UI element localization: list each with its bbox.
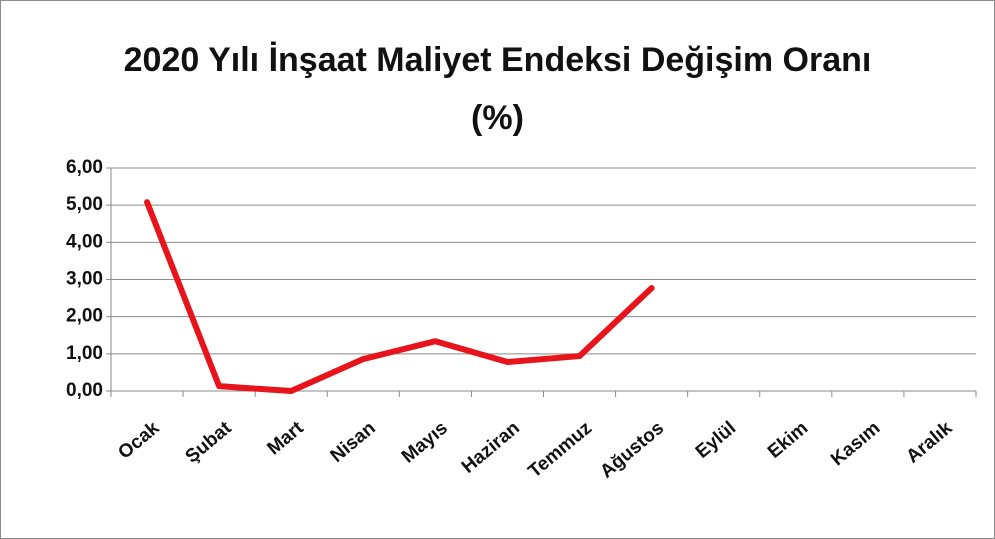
x-tick-label: Kasım (827, 418, 884, 471)
x-tick-label: Nisan (327, 418, 380, 467)
x-tick-label: Ağustos (596, 418, 668, 483)
y-tick-label: 0,00 (66, 380, 103, 401)
y-tick-label: 6,00 (66, 157, 103, 178)
x-tick-label: Mart (263, 417, 308, 459)
x-tick-label: Ocak (114, 417, 163, 463)
x-tick-label: Eylül (692, 418, 740, 463)
y-tick-label: 2,00 (66, 306, 103, 327)
y-tick-label: 4,00 (66, 231, 103, 252)
y-tick-label: 1,00 (66, 343, 103, 364)
x-tick-label: Haziran (458, 418, 524, 478)
line-series (147, 202, 652, 391)
x-tick-label: Şubat (182, 417, 236, 467)
x-tick-label: Aralık (902, 417, 956, 467)
x-tick-label: Mayıs (398, 418, 452, 468)
y-tick-label: 3,00 (66, 269, 103, 290)
x-tick-label: Ekim (764, 418, 812, 463)
plot: 0,00 1,00 2,00 3,00 4,00 5,00 6,00 Ocak Şubat Mar… (1, 1, 994, 538)
y-tick-label: 5,00 (66, 194, 103, 215)
chart: 2020 Yılı İnşaat Maliyet Endeksi Değişim… (0, 0, 995, 539)
x-tick-label: Temmuz (525, 418, 596, 483)
